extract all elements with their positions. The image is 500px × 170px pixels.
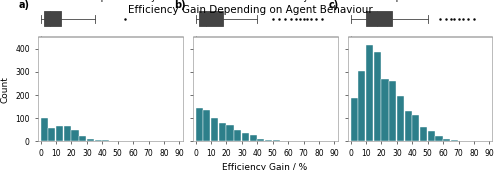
Bar — [87, 139, 94, 141]
Bar — [382, 79, 388, 141]
Bar — [404, 111, 411, 141]
Bar — [451, 140, 458, 141]
Y-axis label: Count: Count — [0, 76, 10, 103]
Bar — [420, 127, 427, 141]
Text: Efficiency Gain Depending on Agent Behaviour: Efficiency Gain Depending on Agent Behav… — [128, 5, 372, 15]
Bar — [350, 98, 358, 141]
Bar — [226, 125, 234, 141]
Title: Parts requested only: Parts requested only — [64, 0, 156, 2]
Bar — [102, 140, 110, 141]
Text: b): b) — [174, 0, 186, 10]
Text: c): c) — [328, 0, 339, 10]
Bar — [428, 131, 435, 141]
Bar — [40, 118, 48, 141]
PathPatch shape — [198, 11, 224, 27]
Bar — [56, 126, 63, 141]
Bar — [72, 130, 78, 141]
PathPatch shape — [366, 11, 392, 27]
PathPatch shape — [44, 11, 60, 27]
Bar — [443, 139, 450, 141]
Bar — [358, 71, 366, 141]
Bar — [64, 126, 71, 141]
Bar — [250, 135, 256, 141]
Bar — [211, 118, 218, 141]
Bar — [204, 110, 210, 141]
Bar — [258, 139, 264, 141]
Bar — [218, 123, 226, 141]
Bar — [436, 137, 442, 141]
Bar — [265, 140, 272, 141]
Bar — [397, 96, 404, 141]
Bar — [79, 137, 86, 141]
Bar — [366, 45, 373, 141]
Bar — [48, 128, 56, 141]
X-axis label: Efficiency Gain / %: Efficiency Gain / % — [222, 163, 308, 170]
Bar — [94, 140, 102, 141]
Bar — [272, 140, 280, 141]
Bar — [196, 108, 202, 141]
Bar — [234, 130, 241, 141]
Bar — [374, 52, 381, 141]
Bar — [412, 115, 420, 141]
Bar — [242, 133, 249, 141]
Bar — [389, 81, 396, 141]
Title: Parts received only: Parts received only — [222, 0, 308, 2]
Title: Parts requested & received: Parts requested & received — [358, 0, 482, 2]
Text: a): a) — [18, 0, 30, 10]
